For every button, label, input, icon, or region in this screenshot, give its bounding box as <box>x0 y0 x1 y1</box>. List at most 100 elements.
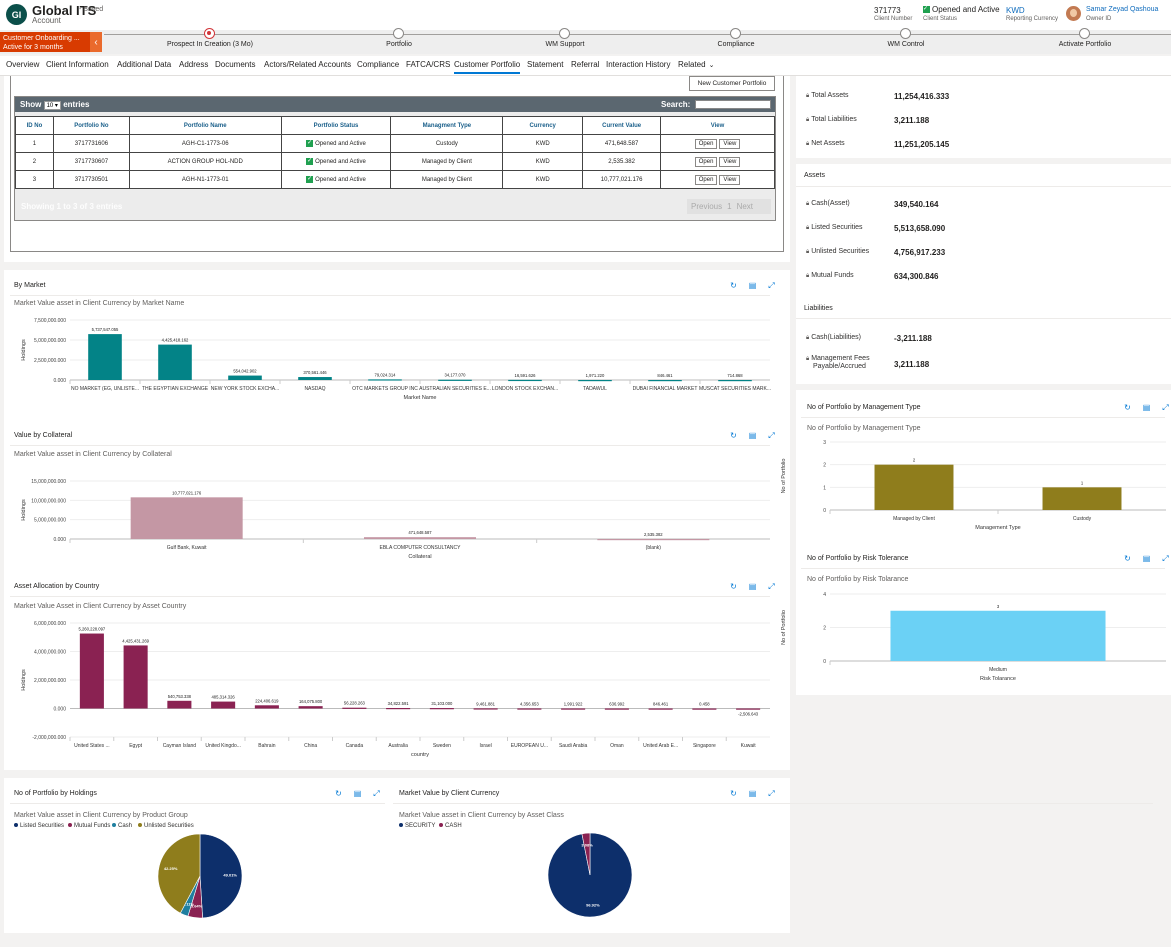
bar[interactable] <box>298 706 323 709</box>
column-header[interactable]: Portfolio Status <box>280 116 392 135</box>
refresh-icon[interactable]: ↻ <box>730 281 737 290</box>
open-button[interactable]: Open <box>694 156 718 167</box>
expand-icon[interactable]: ⤢ <box>373 789 380 798</box>
legend-item[interactable]: Mutual Funds <box>68 823 110 829</box>
expand-icon[interactable]: ⤢ <box>1162 554 1169 563</box>
view-button[interactable]: View <box>719 174 741 185</box>
bar[interactable] <box>158 344 192 380</box>
view-button[interactable]: View <box>719 138 741 149</box>
bar[interactable] <box>228 375 262 380</box>
stage-5-marker[interactable] <box>900 28 911 39</box>
bar[interactable] <box>1042 487 1122 510</box>
bar[interactable] <box>429 708 454 710</box>
new-customer-portfolio-button[interactable]: New Customer Portfolio <box>689 76 775 91</box>
tab-address[interactable]: Address <box>179 60 208 69</box>
bar[interactable] <box>692 708 717 710</box>
bar[interactable] <box>597 538 710 541</box>
stage-2-marker[interactable] <box>393 28 404 39</box>
export-icon[interactable]: ▤ <box>353 789 362 798</box>
search-input[interactable] <box>695 100 771 109</box>
open-button[interactable]: Open <box>694 138 718 149</box>
refresh-icon[interactable]: ↻ <box>335 789 342 798</box>
bar[interactable] <box>508 379 542 382</box>
export-icon[interactable]: ▤ <box>748 582 757 591</box>
stage-3-marker[interactable] <box>559 28 570 39</box>
stage-6-marker[interactable] <box>1079 28 1090 39</box>
entries-select[interactable]: 10 ▾ <box>43 101 61 110</box>
bar[interactable] <box>79 633 104 709</box>
stage-6-label[interactable]: Activate Portfolio <box>1058 41 1112 48</box>
refresh-icon[interactable]: ↻ <box>730 431 737 440</box>
tab-interaction-history[interactable]: Interaction History <box>606 60 670 69</box>
tab-customer-portfolio[interactable]: Customer Portfolio <box>454 60 521 74</box>
bar[interactable] <box>648 379 682 382</box>
pie-slice[interactable] <box>199 833 243 919</box>
bar[interactable] <box>298 377 332 380</box>
expand-icon[interactable]: ⤢ <box>768 281 775 290</box>
stage-5-label[interactable]: WM Control <box>887 41 925 48</box>
bar[interactable] <box>364 537 476 539</box>
tab-actors-related-accounts[interactable]: Actors/Related Accounts <box>264 60 351 69</box>
active-stage-flyout[interactable]: Customer Onboarding ... Active for 3 mon… <box>0 32 97 52</box>
bar[interactable] <box>517 708 542 710</box>
export-icon[interactable]: ▤ <box>1142 403 1151 412</box>
bar[interactable] <box>167 700 192 709</box>
owner-link[interactable]: Samar Zeyad Qashoua <box>1086 6 1159 13</box>
bar[interactable] <box>438 379 472 381</box>
export-icon[interactable]: ▤ <box>1142 554 1151 563</box>
view-button[interactable]: View <box>719 156 741 167</box>
column-header[interactable]: View <box>660 116 775 135</box>
export-icon[interactable]: ▤ <box>748 789 757 798</box>
bar[interactable] <box>473 708 498 710</box>
bar[interactable] <box>736 708 761 710</box>
tab-compliance[interactable]: Compliance <box>357 60 399 69</box>
bar[interactable] <box>648 708 673 710</box>
next-button[interactable]: Next <box>736 202 754 211</box>
stage-4-label[interactable]: Compliance <box>717 41 755 48</box>
expand-icon[interactable]: ⤢ <box>768 789 775 798</box>
expand-icon[interactable]: ⤢ <box>768 582 775 591</box>
bar[interactable] <box>578 379 612 382</box>
refresh-icon[interactable]: ↻ <box>730 582 737 591</box>
tab-related[interactable]: Related ⌄ <box>678 60 714 69</box>
column-header[interactable]: Currency <box>502 116 584 135</box>
bar[interactable] <box>342 707 367 709</box>
tab-documents[interactable]: Documents <box>215 60 255 69</box>
bar[interactable] <box>561 708 586 710</box>
tab-referral[interactable]: Referral <box>571 60 599 69</box>
stage-3-label[interactable]: WM Support <box>545 41 585 48</box>
stage-1-marker[interactable] <box>204 28 215 39</box>
tab-statement[interactable]: Statement <box>527 60 563 69</box>
refresh-icon[interactable]: ↻ <box>1124 403 1131 412</box>
bar[interactable] <box>254 705 279 709</box>
open-button[interactable]: Open <box>694 174 718 185</box>
legend-item[interactable]: Unlisted Securities <box>138 823 194 829</box>
bar[interactable] <box>123 645 148 709</box>
legend-item[interactable]: Listed Securities <box>14 823 64 829</box>
pie-slice[interactable] <box>581 832 591 876</box>
tab-fatca-crs[interactable]: FATCA/CRS <box>406 60 450 69</box>
column-header[interactable]: Portfolio Name <box>128 116 282 135</box>
page-1-button[interactable]: 1 <box>727 202 732 211</box>
refresh-icon[interactable]: ↻ <box>730 789 737 798</box>
bar[interactable] <box>604 708 629 710</box>
stage-4-marker[interactable] <box>730 28 741 39</box>
column-header[interactable]: Current Value <box>582 116 662 135</box>
export-icon[interactable]: ▤ <box>748 281 757 290</box>
stage-1-label[interactable]: Prospect In Creation (3 Mo) <box>167 41 253 48</box>
legend-item[interactable]: SECURITY <box>399 823 435 829</box>
bar[interactable] <box>88 334 122 380</box>
pie-slice[interactable] <box>157 833 201 914</box>
expand-icon[interactable]: ⤢ <box>768 431 775 440</box>
expand-icon[interactable]: ⤢ <box>1162 403 1169 412</box>
tab-overview[interactable]: Overview <box>6 60 39 69</box>
column-header[interactable]: Portfolio No <box>52 116 130 135</box>
bar[interactable] <box>874 464 954 510</box>
currency-link[interactable]: KWD <box>1006 6 1025 15</box>
tab-additional-data[interactable]: Additional Data <box>117 60 171 69</box>
tab-client-information[interactable]: Client Information <box>46 60 109 69</box>
export-icon[interactable]: ▤ <box>748 431 757 440</box>
column-header[interactable]: ID No <box>15 116 54 135</box>
bar[interactable] <box>386 708 411 710</box>
refresh-icon[interactable]: ↻ <box>1124 554 1131 563</box>
